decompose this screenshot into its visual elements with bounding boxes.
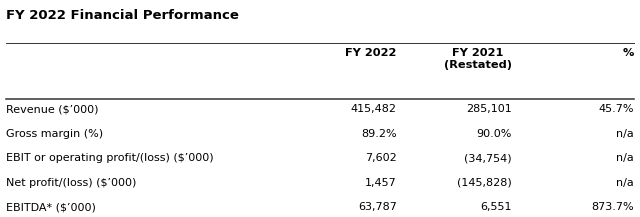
Text: 89.2%: 89.2% xyxy=(361,129,397,139)
Text: 415,482: 415,482 xyxy=(351,104,397,114)
Text: n/a: n/a xyxy=(616,129,634,139)
Text: FY 2022: FY 2022 xyxy=(346,48,397,58)
Text: n/a: n/a xyxy=(616,178,634,188)
Text: n/a: n/a xyxy=(616,153,634,163)
Text: Revenue ($’000): Revenue ($’000) xyxy=(6,104,99,114)
Text: (145,828): (145,828) xyxy=(457,178,512,188)
Text: 285,101: 285,101 xyxy=(467,104,512,114)
Text: EBITDA* ($’000): EBITDA* ($’000) xyxy=(6,202,96,212)
Text: 7,602: 7,602 xyxy=(365,153,397,163)
Text: 63,787: 63,787 xyxy=(358,202,397,212)
Text: Net profit/(loss) ($’000): Net profit/(loss) ($’000) xyxy=(6,178,137,188)
Text: FY 2022 Financial Performance: FY 2022 Financial Performance xyxy=(6,9,239,22)
Text: EBIT or operating profit/(loss) ($’000): EBIT or operating profit/(loss) ($’000) xyxy=(6,153,214,163)
Text: %: % xyxy=(622,48,634,58)
Text: 6,551: 6,551 xyxy=(481,202,512,212)
Text: 1,457: 1,457 xyxy=(365,178,397,188)
Text: 90.0%: 90.0% xyxy=(477,129,512,139)
Text: 873.7%: 873.7% xyxy=(591,202,634,212)
Text: Gross margin (%): Gross margin (%) xyxy=(6,129,104,139)
Text: 45.7%: 45.7% xyxy=(598,104,634,114)
Text: (34,754): (34,754) xyxy=(465,153,512,163)
Text: FY 2021
(Restated): FY 2021 (Restated) xyxy=(444,48,512,70)
